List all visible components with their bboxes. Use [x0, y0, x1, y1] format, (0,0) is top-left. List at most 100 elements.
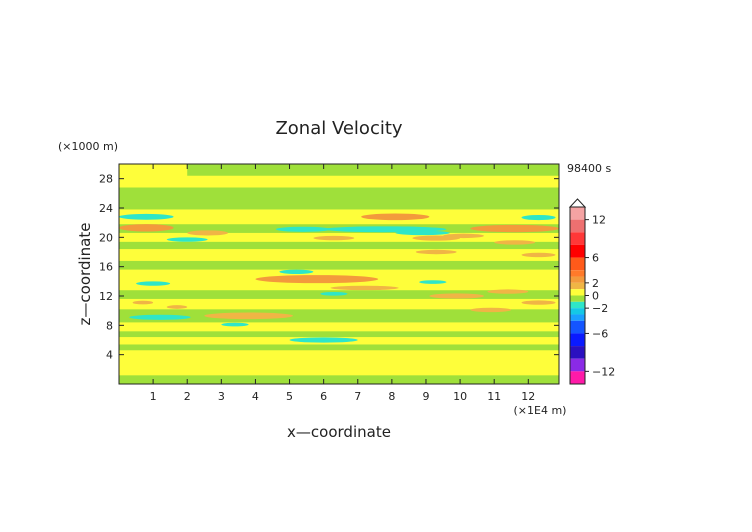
y-tick-label: 8 — [106, 319, 113, 332]
time-label: 98400 s — [567, 162, 611, 175]
field-cell — [487, 289, 529, 294]
x-tick-label: 11 — [487, 390, 501, 403]
field-cell — [313, 235, 355, 241]
field-band — [187, 164, 559, 176]
y-unit-label: (×1000 m) — [58, 140, 118, 153]
colorbar-swatch — [570, 308, 585, 315]
field-cell — [204, 312, 293, 320]
field-band — [119, 298, 559, 310]
field-band — [119, 209, 559, 225]
field-cell — [361, 213, 430, 221]
colorbar-tick-label: 6 — [592, 252, 599, 265]
colorbar-swatch — [570, 244, 585, 258]
colorbar-swatch — [570, 289, 585, 296]
plot-frame — [118, 163, 560, 385]
field-cell — [187, 230, 229, 236]
field-cell — [132, 300, 154, 305]
field-cell — [521, 300, 556, 305]
field-band — [119, 187, 559, 210]
field-cell — [320, 291, 348, 296]
colorbar-swatch — [570, 276, 585, 283]
field-band — [119, 322, 559, 332]
colorbar-swatch — [570, 282, 585, 290]
field-cell — [275, 226, 331, 232]
y-tick-label: 12 — [99, 290, 113, 303]
x-tick-label: 8 — [388, 390, 395, 403]
x-tick-label: 6 — [320, 390, 327, 403]
field-cell — [129, 314, 191, 320]
colorbar-swatch — [570, 219, 585, 233]
field-cell — [166, 305, 188, 309]
field-cell — [367, 188, 471, 195]
field-cell — [521, 214, 556, 221]
field-cell — [136, 281, 171, 286]
colorbar-swatch — [570, 207, 585, 220]
colorbar-swatch — [570, 232, 585, 245]
field-cell — [429, 293, 484, 299]
field-cell — [521, 252, 556, 258]
x-tick-label: 7 — [354, 390, 361, 403]
y-axis: 4 8 12 16 20 24 28 — [99, 173, 559, 362]
field-cell — [279, 269, 314, 274]
colorbar-tick-label: 2 — [592, 277, 599, 290]
colorbar-tick-label: −6 — [592, 327, 608, 340]
colorbar-swatch — [570, 301, 585, 309]
field-cell — [119, 213, 174, 220]
x-tick-label: 9 — [422, 390, 429, 403]
colorbar-swatch — [570, 358, 585, 372]
y-axis-label: z—coordinate — [76, 223, 94, 326]
colorbar: 12 6 20−2 −6 −12 — [568, 198, 615, 385]
field-cell — [221, 322, 249, 327]
colorbar-tick-label: 12 — [592, 214, 606, 227]
x-tick-label: 12 — [521, 390, 535, 403]
colorbar-tick-label: 0 — [592, 290, 599, 303]
field-cell — [330, 285, 399, 291]
field-band — [119, 249, 559, 261]
field-cell — [470, 224, 559, 233]
colorbar-swatch — [570, 314, 585, 321]
x-tick-label: 3 — [218, 390, 225, 403]
field-cell — [119, 224, 174, 232]
x-tick-label: 4 — [252, 390, 259, 403]
field-cell — [166, 237, 208, 242]
field-band — [119, 350, 559, 376]
field-cell — [470, 307, 512, 313]
y-tick-label: 24 — [99, 202, 113, 215]
colorbar-swatch — [570, 270, 585, 277]
heatmap-field — [119, 164, 559, 384]
x-unit-label: (×1E4 m) — [514, 404, 567, 417]
x-axis-label: x—coordinate — [287, 423, 391, 441]
field-band — [119, 309, 559, 323]
field-cell — [255, 275, 379, 284]
x-tick-label: 10 — [453, 390, 467, 403]
colorbar-arrow — [568, 198, 587, 208]
field-cell — [419, 280, 447, 284]
x-axis: 1 2 3 4 5 6 7 8 9 10 11 12 — [150, 164, 535, 403]
field-cell — [323, 226, 447, 233]
colorbar-swatch — [570, 320, 585, 334]
field-cell — [289, 337, 358, 343]
colorbar-tick-label: −2 — [592, 302, 608, 315]
field-cell — [415, 249, 457, 255]
field-band — [119, 241, 559, 250]
field-cell — [412, 235, 461, 241]
x-tick-label: 1 — [150, 390, 157, 403]
colorbar-swatch — [570, 295, 585, 302]
colorbar-swatch — [570, 257, 585, 271]
field-cell — [494, 240, 536, 245]
field-band — [119, 331, 559, 338]
x-tick-label: 2 — [184, 390, 191, 403]
y-tick-label: 28 — [99, 173, 113, 186]
field-band — [119, 375, 559, 384]
field-cell — [395, 230, 450, 236]
colorbar-swatch — [570, 333, 585, 347]
x-tick-label: 5 — [286, 390, 293, 403]
colorbar-swatch — [570, 346, 585, 359]
colorbar-swatch — [570, 371, 585, 384]
y-tick-label: 4 — [106, 349, 113, 362]
chart-title: Zonal Velocity — [275, 118, 402, 139]
field-band — [119, 260, 559, 270]
y-tick-label: 16 — [99, 261, 113, 274]
field-band — [119, 344, 559, 351]
